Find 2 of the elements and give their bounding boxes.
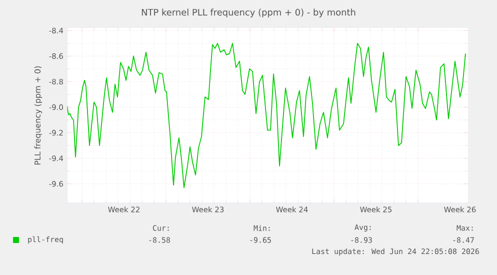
line-series — [67, 42, 466, 188]
chart-title: NTP kernel PLL frequency (ppm + 0) - by month — [142, 8, 356, 18]
